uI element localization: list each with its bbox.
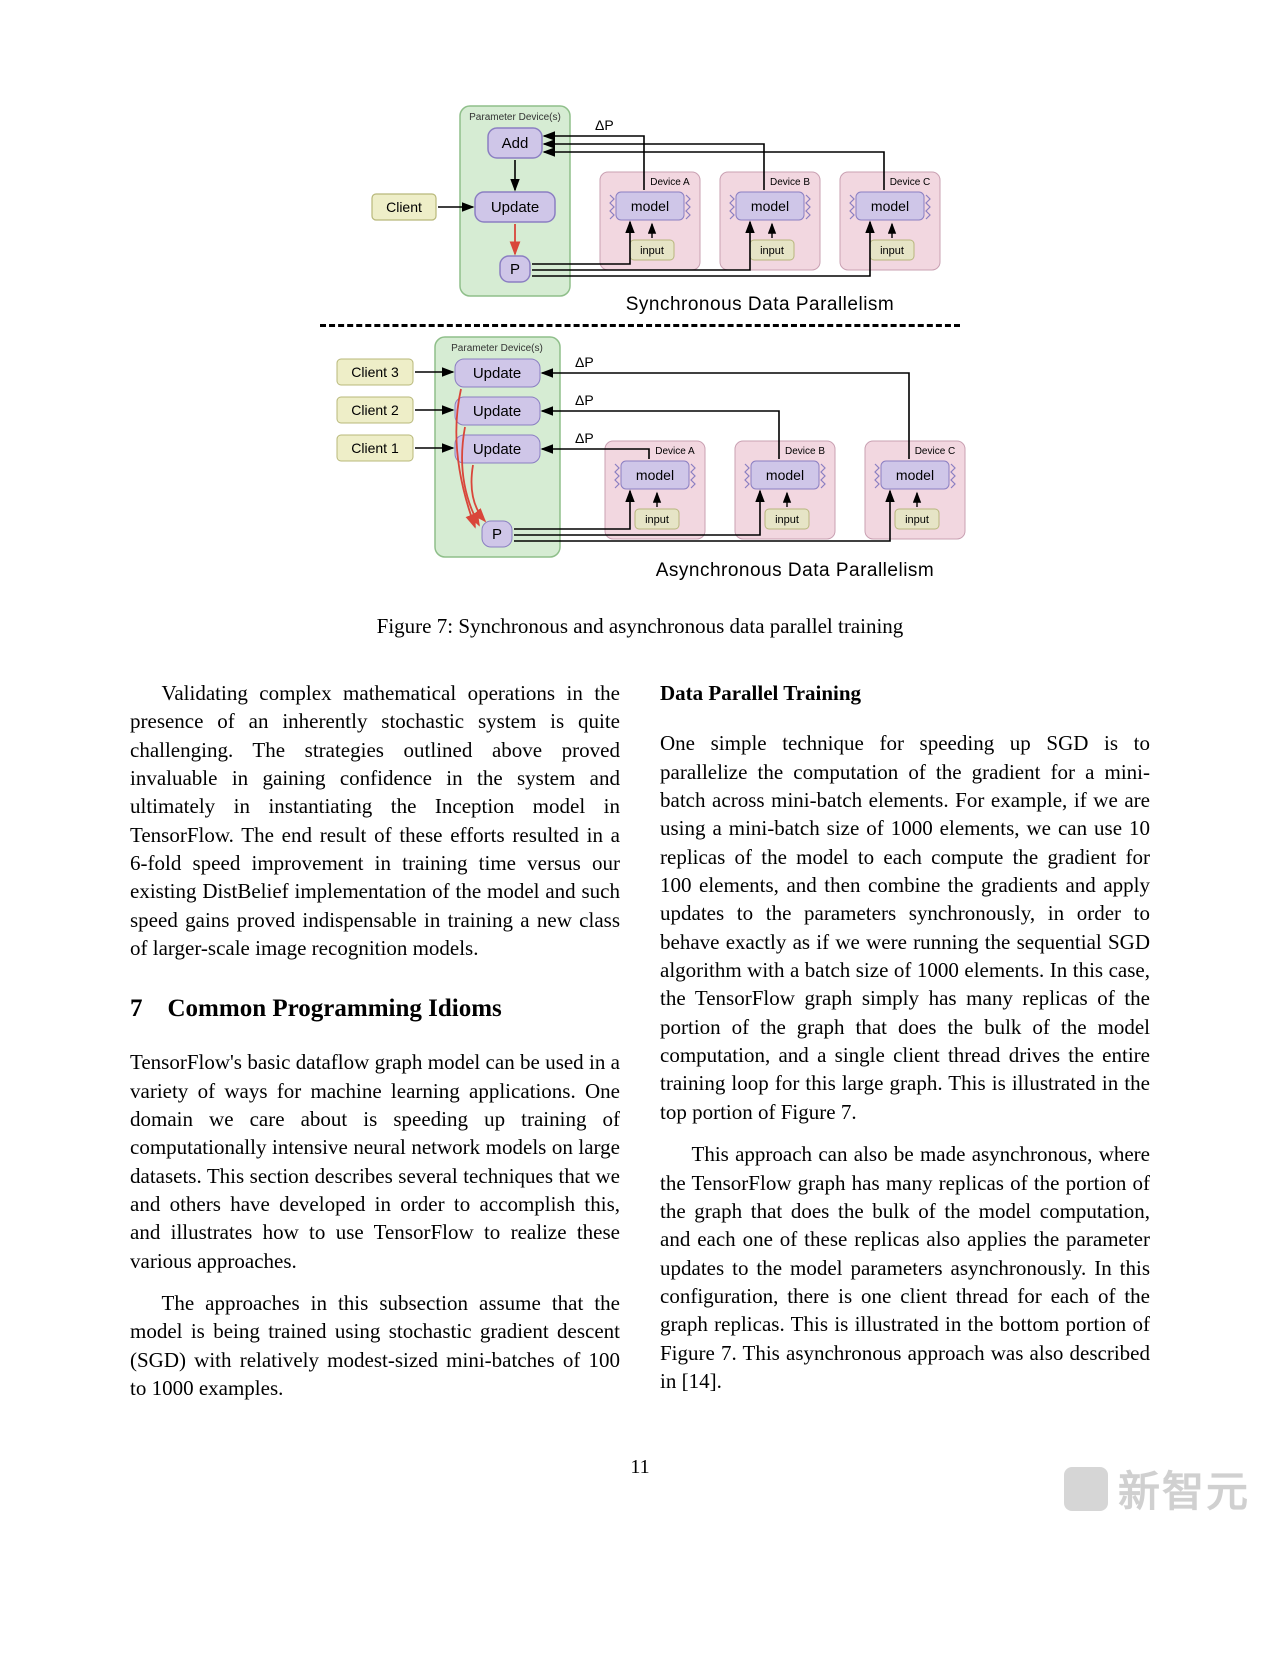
svg-text:model: model	[751, 198, 789, 214]
add-node: Add	[502, 135, 529, 152]
svg-text:ΔP: ΔP	[575, 430, 594, 446]
right-p1: One simple technique for speeding up SGD…	[660, 729, 1150, 1126]
right-p2: This approach can also be made asynchron…	[660, 1140, 1150, 1395]
page-number: 11	[130, 1456, 1150, 1479]
p-node: P	[510, 261, 520, 278]
right-column: Data Parallel Training One simple techni…	[660, 679, 1150, 1416]
svg-text:Update: Update	[473, 365, 521, 382]
svg-text:model: model	[896, 467, 934, 483]
svg-text:input: input	[775, 514, 799, 526]
left-p2: TensorFlow's basic dataflow graph model …	[130, 1048, 620, 1275]
watermark-text: 新智元	[1118, 1458, 1250, 1519]
watermark-icon	[1064, 1467, 1108, 1511]
svg-text:Update: Update	[473, 403, 521, 420]
delta-p-label: ΔP	[595, 117, 614, 133]
device-c: Device C model input	[840, 172, 940, 270]
figure-7: Parameter Device(s) Add Update P Client …	[130, 100, 1150, 679]
left-p3: The approaches in this subsection assume…	[130, 1289, 620, 1402]
async-title: Asynchronous Data Parallelism	[656, 560, 935, 581]
svg-text:Device C: Device C	[890, 177, 931, 188]
device-a: Device A model input	[600, 172, 700, 270]
svg-text:Update: Update	[473, 441, 521, 458]
svg-text:Device B: Device B	[785, 446, 825, 457]
client1-label: Client 1	[351, 440, 399, 456]
client-label: Client	[386, 199, 422, 215]
figure-divider	[320, 324, 960, 327]
sync-diagram: Parameter Device(s) Add Update P Client …	[310, 100, 970, 318]
svg-text:input: input	[905, 514, 929, 526]
svg-text:Device A: Device A	[655, 446, 695, 457]
svg-text:P: P	[492, 526, 502, 543]
left-column: Validating complex mathematical operatio…	[130, 679, 620, 1416]
svg-text:Device B: Device B	[770, 177, 810, 188]
client3-label: Client 3	[351, 364, 399, 380]
figure-caption: Figure 7: Synchronous and asynchronous d…	[377, 614, 904, 639]
svg-text:input: input	[640, 245, 664, 257]
svg-text:model: model	[766, 467, 804, 483]
left-p1: Validating complex mathematical operatio…	[130, 679, 620, 962]
svg-text:model: model	[631, 198, 669, 214]
client2-label: Client 2	[351, 402, 399, 418]
section-heading: 7 Common Programming Idioms	[130, 992, 620, 1026]
svg-text:input: input	[645, 514, 669, 526]
svg-text:Parameter Device(s): Parameter Device(s)	[451, 343, 543, 354]
body-columns: Validating complex mathematical operatio…	[130, 679, 1150, 1416]
svg-text:ΔP: ΔP	[575, 392, 594, 408]
device-b: Device B model input	[720, 172, 820, 270]
watermark: 新智元	[1064, 1458, 1250, 1519]
svg-text:model: model	[636, 467, 674, 483]
right-heading: Data Parallel Training	[660, 679, 1150, 707]
update-node: Update	[491, 199, 539, 216]
svg-text:model: model	[871, 198, 909, 214]
svg-text:input: input	[760, 245, 784, 257]
sync-title: Synchronous Data Parallelism	[626, 294, 895, 315]
param-device-label: Parameter Device(s)	[469, 112, 561, 123]
svg-text:Device A: Device A	[650, 177, 690, 188]
svg-text:ΔP: ΔP	[575, 354, 594, 370]
async-diagram: Parameter Device(s) Update Update Update…	[275, 331, 1005, 586]
svg-text:input: input	[880, 245, 904, 257]
svg-text:Device C: Device C	[915, 446, 956, 457]
